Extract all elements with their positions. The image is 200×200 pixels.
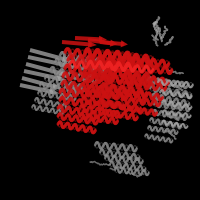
PathPatch shape	[29, 48, 67, 62]
PathPatch shape	[58, 69, 70, 76]
PathPatch shape	[88, 41, 97, 48]
PathPatch shape	[62, 61, 75, 68]
PathPatch shape	[25, 62, 64, 76]
PathPatch shape	[56, 74, 67, 81]
PathPatch shape	[62, 40, 92, 47]
PathPatch shape	[20, 83, 54, 94]
PathPatch shape	[110, 40, 118, 47]
PathPatch shape	[88, 38, 114, 46]
PathPatch shape	[121, 40, 128, 47]
PathPatch shape	[62, 55, 73, 62]
PathPatch shape	[99, 36, 107, 43]
PathPatch shape	[49, 88, 59, 95]
PathPatch shape	[21, 76, 57, 89]
PathPatch shape	[75, 36, 102, 41]
PathPatch shape	[24, 69, 61, 81]
PathPatch shape	[100, 40, 124, 46]
PathPatch shape	[28, 55, 68, 67]
PathPatch shape	[51, 83, 63, 90]
